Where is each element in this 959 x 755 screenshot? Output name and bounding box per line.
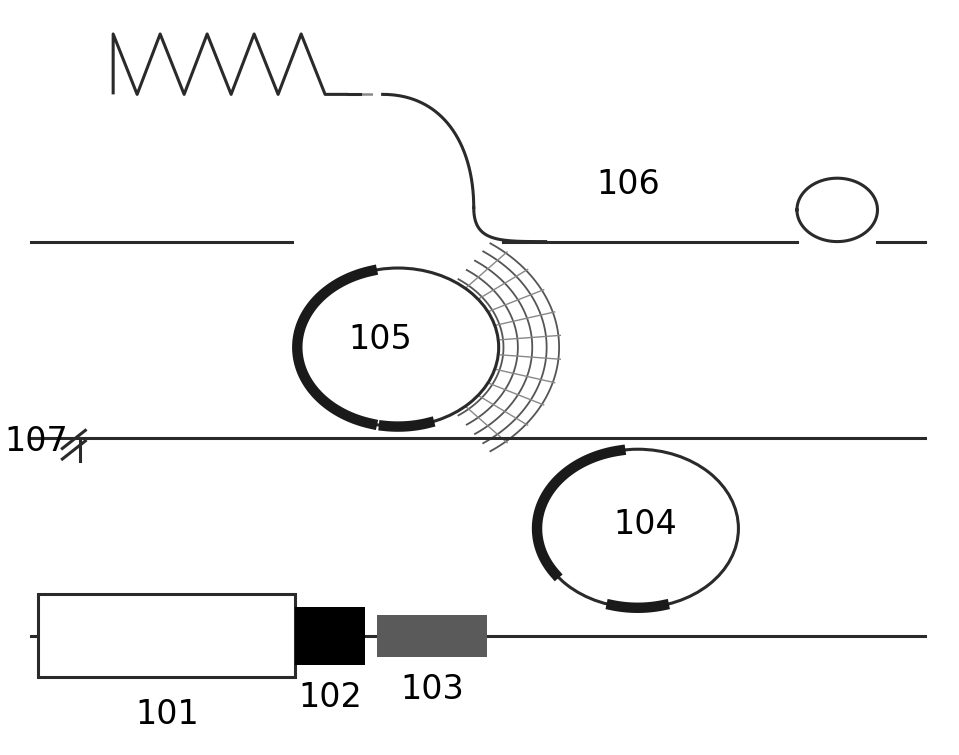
Text: 102: 102 — [298, 681, 363, 714]
Text: 105: 105 — [349, 323, 412, 356]
Text: 106: 106 — [596, 168, 660, 202]
Text: 104: 104 — [614, 508, 677, 541]
Bar — [295, 607, 365, 665]
Text: 103: 103 — [400, 673, 464, 707]
Bar — [38, 594, 295, 677]
Text: 101: 101 — [135, 698, 199, 732]
Bar — [377, 615, 487, 657]
Text: 107: 107 — [5, 425, 68, 458]
